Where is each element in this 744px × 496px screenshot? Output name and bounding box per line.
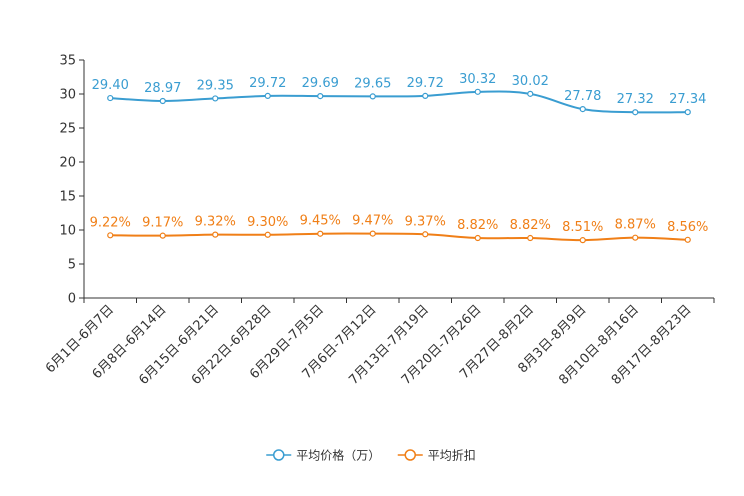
legend-symbol-marker: [404, 449, 416, 461]
data-point: [317, 230, 324, 237]
data-point: [159, 97, 166, 105]
data-point: [317, 93, 324, 100]
legend-label: 平均价格（万）: [296, 448, 380, 463]
data-point: [579, 105, 586, 113]
series-line-1: [110, 90, 688, 114]
data-label: 8.51%: [562, 220, 603, 235]
data-point: [579, 237, 586, 244]
legend-label: 平均折扣: [428, 448, 476, 463]
data-label: 29.72: [249, 76, 286, 91]
data-point: [527, 234, 534, 242]
data-label: 9.32%: [195, 215, 236, 230]
y-tick-label: 15: [59, 190, 76, 205]
data-label: 9.37%: [405, 214, 446, 229]
data-label: 9.30%: [247, 215, 288, 230]
y-tick-label: 20: [59, 156, 76, 171]
data-point: [684, 108, 691, 116]
y-tick-label: 5: [68, 258, 76, 273]
data-label: 27.34: [669, 92, 706, 107]
data-point: [107, 232, 114, 239]
data-label: 28.97: [144, 81, 181, 96]
data-label: 8.82%: [510, 218, 551, 233]
data-label: 9.45%: [300, 214, 341, 229]
data-point: [212, 231, 219, 238]
series-line-2: [110, 232, 688, 242]
data-point: [264, 92, 271, 100]
data-label: 27.78: [564, 89, 601, 104]
y-tick-label: 25: [59, 122, 76, 137]
data-label: 8.82%: [457, 218, 498, 233]
data-label: 29.65: [354, 76, 391, 91]
data-point: [264, 231, 271, 238]
data-label: 29.72: [407, 76, 444, 91]
y-tick-label: 10: [59, 224, 76, 239]
data-label: 9.47%: [352, 214, 393, 229]
data-point: [632, 234, 639, 241]
data-point: [212, 95, 219, 102]
data-point: [422, 92, 429, 100]
data-label: 30.02: [512, 74, 549, 89]
data-label: 9.17%: [142, 216, 183, 231]
y-tick-label: 0: [68, 292, 76, 307]
data-point: [474, 88, 481, 95]
data-label: 29.40: [92, 78, 129, 93]
y-tick-label: 35: [59, 54, 76, 69]
data-point: [159, 232, 166, 239]
data-label: 27.32: [617, 92, 654, 107]
data-point: [369, 93, 376, 100]
data-label: 29.35: [197, 78, 234, 93]
data-point: [684, 236, 691, 243]
data-label: 30.32: [459, 72, 496, 87]
data-point: [527, 90, 534, 97]
data-point: [422, 231, 429, 238]
y-tick-label: 30: [59, 88, 76, 103]
data-label: 8.87%: [615, 218, 656, 233]
data-label: 9.22%: [90, 215, 131, 230]
data-label: 29.69: [302, 76, 339, 91]
data-label: 8.56%: [667, 220, 708, 235]
data-point: [632, 109, 639, 116]
data-point: [474, 234, 481, 242]
data-point: [369, 230, 376, 237]
legend-symbol-marker: [273, 449, 285, 461]
data-point: [107, 94, 114, 102]
